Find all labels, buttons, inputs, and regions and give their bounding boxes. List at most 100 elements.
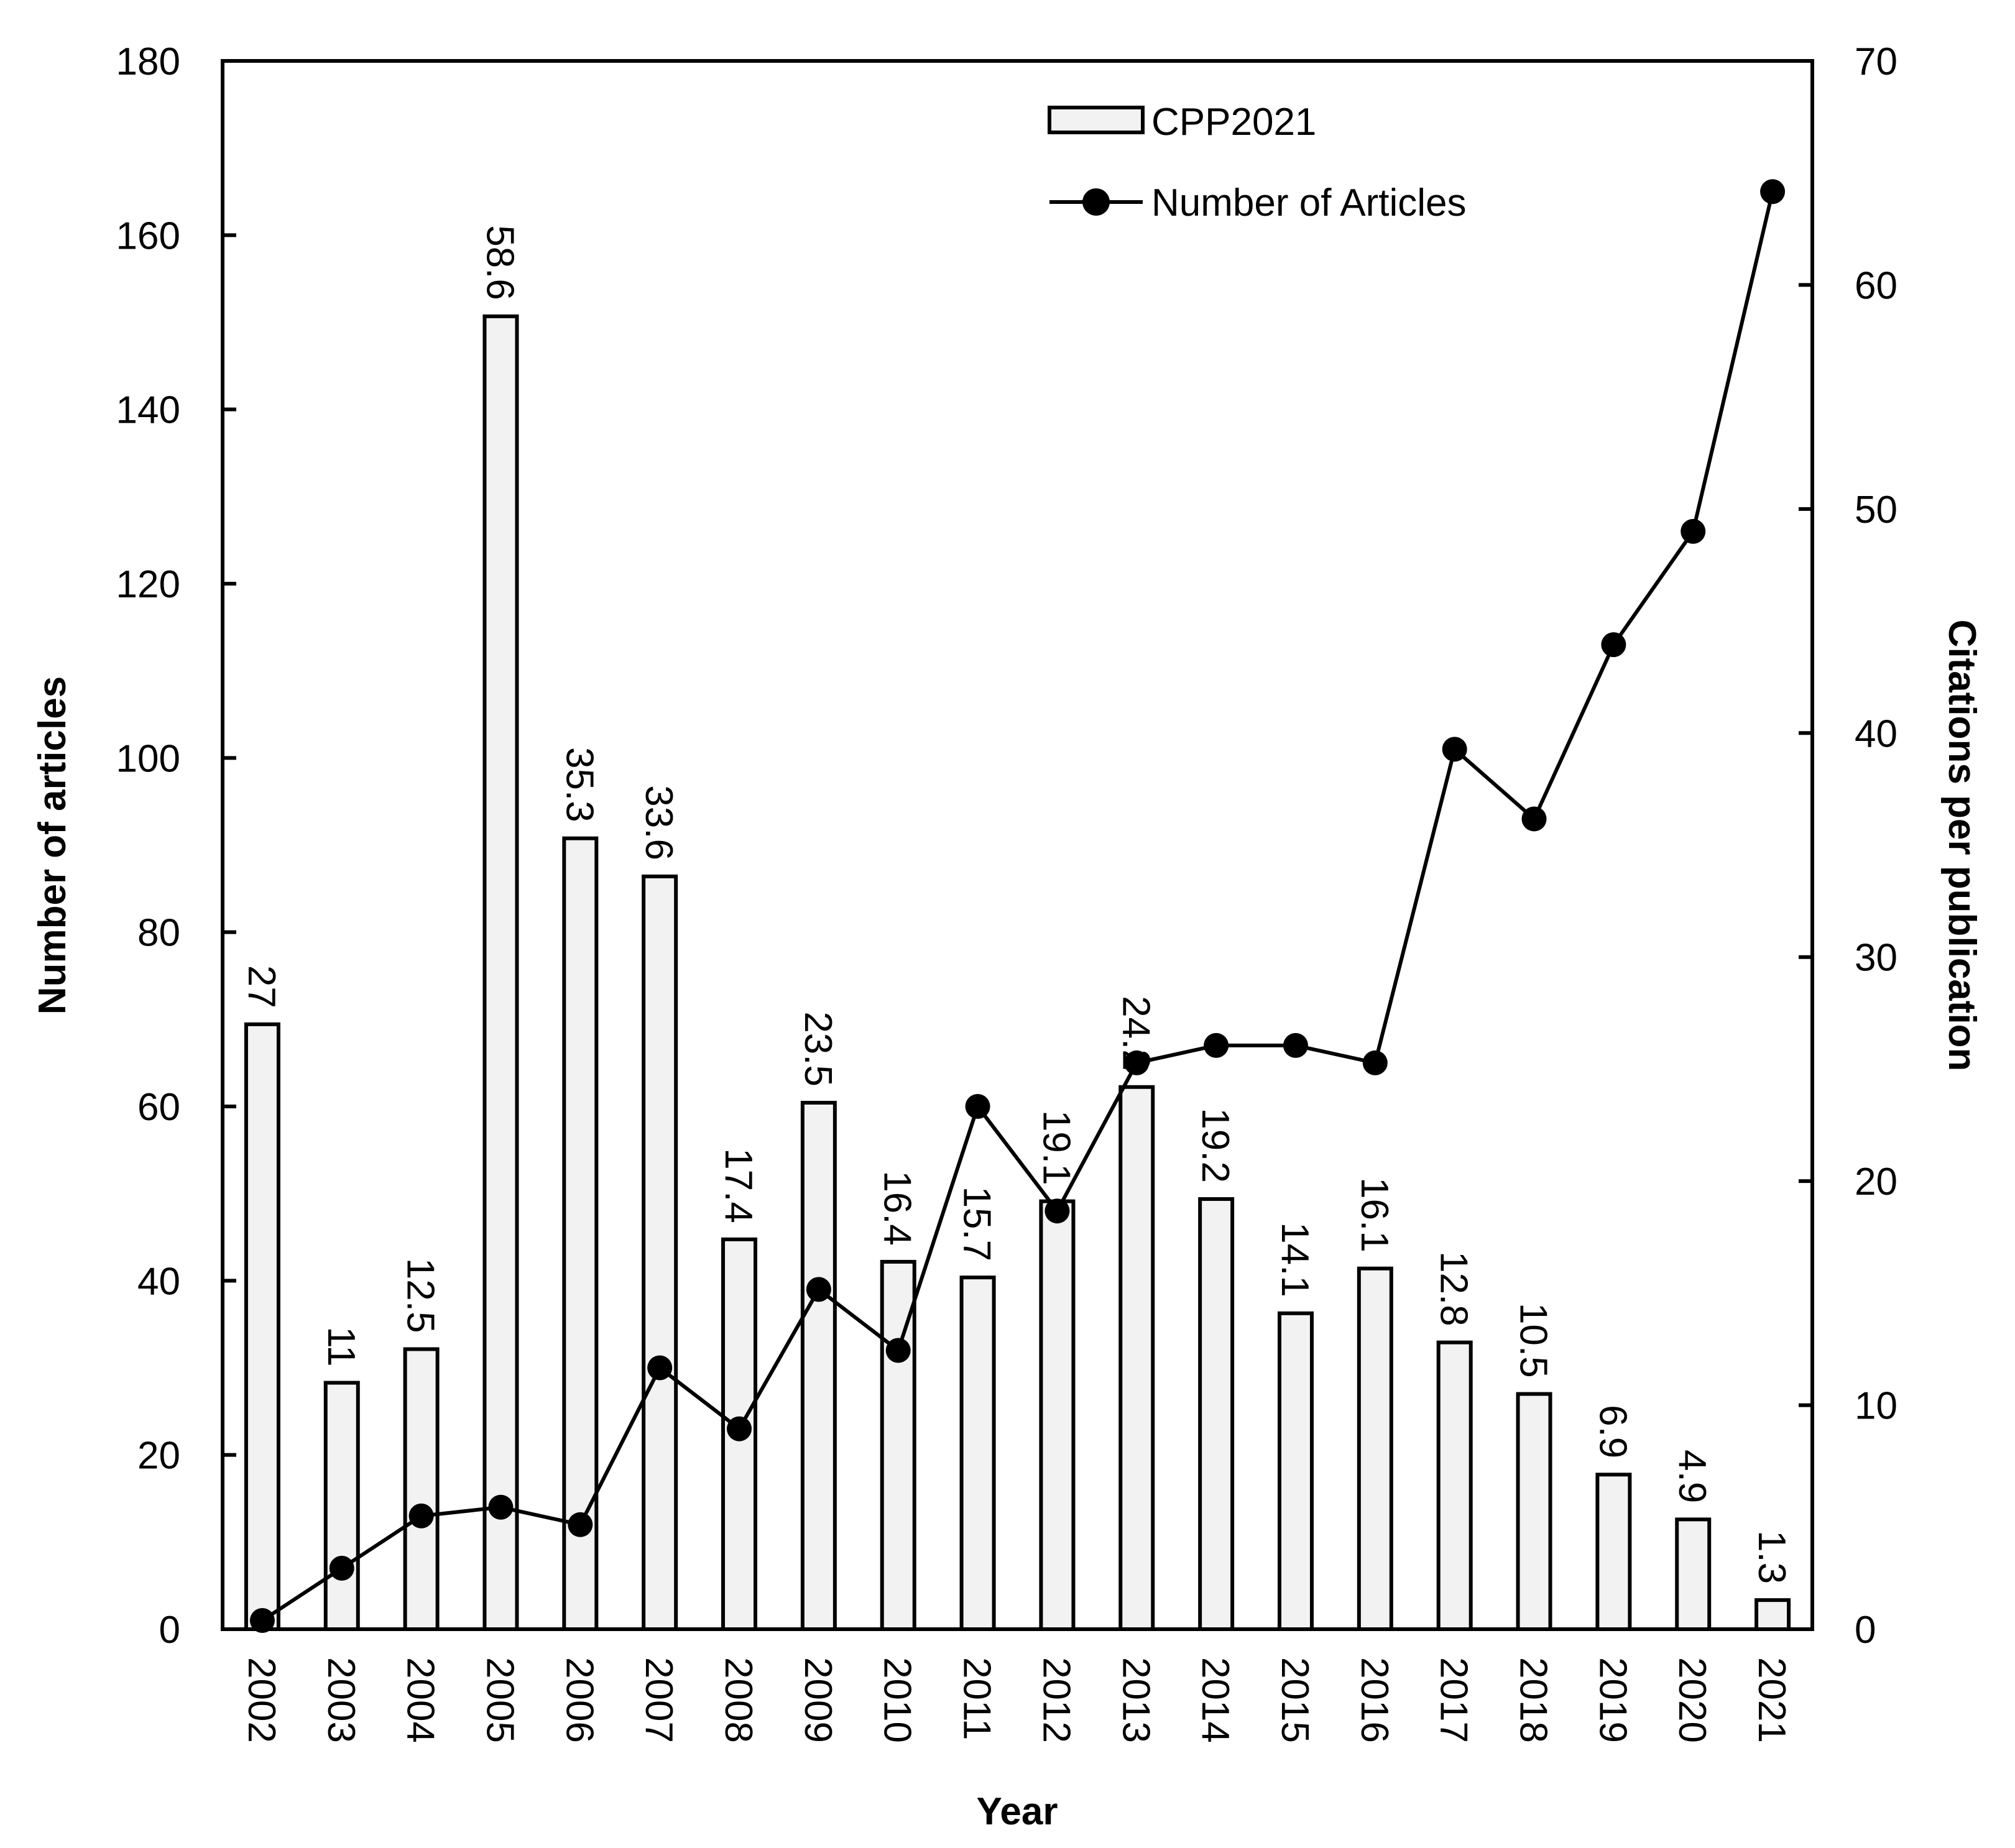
line-marker-circle-icon bbox=[647, 1355, 673, 1381]
x-tick-label: 2014 bbox=[1194, 1657, 1237, 1743]
bar bbox=[1595, 1473, 1632, 1631]
bar-value-label: 16.4 bbox=[876, 1170, 919, 1246]
bar bbox=[642, 874, 678, 1631]
line-marker-circle-icon bbox=[1204, 1032, 1229, 1058]
bar-value-label: 12.5 bbox=[399, 1258, 442, 1333]
left-tick-label: 0 bbox=[159, 1609, 180, 1652]
left-tick-label: 20 bbox=[137, 1435, 180, 1478]
plot-frame bbox=[221, 59, 1814, 1631]
legend-item-cpp2021: CPP2021 bbox=[1048, 101, 1316, 144]
x-tick-label: 2004 bbox=[399, 1657, 442, 1743]
x-tick-label: 2020 bbox=[1671, 1657, 1713, 1743]
x-tick-label: 2005 bbox=[478, 1657, 521, 1743]
x-tick-label: 2010 bbox=[876, 1657, 919, 1743]
right-tick-label: 70 bbox=[1855, 40, 1897, 83]
x-tick-label: 2002 bbox=[240, 1657, 283, 1743]
line-marker-circle-icon bbox=[488, 1494, 514, 1520]
left-y-axis-title: Number of articles bbox=[31, 676, 74, 1014]
left-tick-label: 180 bbox=[116, 40, 180, 83]
bar bbox=[1118, 1085, 1155, 1631]
x-tick-label: 2015 bbox=[1273, 1657, 1316, 1743]
left-tick-label: 100 bbox=[116, 737, 180, 780]
bar-value-label: 23.5 bbox=[796, 1011, 839, 1087]
legend-label-number-of-articles: Number of Articles bbox=[1151, 182, 1467, 224]
left-tick-label: 60 bbox=[137, 1086, 180, 1129]
legend-bar-swatch bbox=[1048, 106, 1145, 134]
bar bbox=[403, 1347, 440, 1632]
x-tick-label: 2019 bbox=[1591, 1657, 1634, 1743]
x-tick-label: 2009 bbox=[796, 1657, 839, 1743]
right-tick-label: 60 bbox=[1855, 264, 1897, 307]
bar bbox=[1675, 1517, 1712, 1631]
left-tick-label: 80 bbox=[137, 912, 180, 955]
legend-label-cpp2021: CPP2021 bbox=[1151, 101, 1316, 144]
right-tick-label: 30 bbox=[1855, 937, 1897, 980]
legend-item-number-of-articles: Number of Articles bbox=[1049, 182, 1467, 224]
x-tick-label: 2013 bbox=[1114, 1657, 1157, 1743]
left-tick-label: 40 bbox=[137, 1260, 180, 1303]
line-marker-circle-icon bbox=[1362, 1050, 1388, 1075]
line-marker-circle-icon bbox=[885, 1338, 911, 1363]
line-marker-circle-icon bbox=[1521, 806, 1547, 832]
bar-value-label: 15.7 bbox=[956, 1186, 998, 1261]
bar bbox=[482, 314, 519, 1631]
line-marker-circle-icon bbox=[1442, 737, 1467, 762]
bar-value-label: 12.8 bbox=[1432, 1251, 1475, 1326]
bar bbox=[1198, 1197, 1235, 1631]
left-tick-label: 160 bbox=[116, 214, 180, 257]
bar-value-label: 19.2 bbox=[1194, 1108, 1237, 1183]
x-axis: 2002 2003 2004 2005 2006 2007 2008 2009 2010 2011… bbox=[240, 1657, 1793, 1743]
x-tick-label: 2003 bbox=[320, 1657, 362, 1743]
right-tick-label: 10 bbox=[1855, 1385, 1897, 1428]
bar-value-label: 6.9 bbox=[1591, 1405, 1634, 1458]
line-marker-circle-icon bbox=[408, 1503, 434, 1529]
x-tick-label: 2007 bbox=[637, 1657, 680, 1743]
bar bbox=[244, 1022, 280, 1632]
line-marker-circle-icon bbox=[1283, 1032, 1308, 1058]
right-tick-label: 0 bbox=[1855, 1609, 1876, 1652]
line-marker-circle-icon bbox=[1601, 632, 1626, 658]
bar-value-label: 1.3 bbox=[1750, 1530, 1793, 1584]
line-marker-circle-icon bbox=[1124, 1050, 1150, 1075]
bar-value-label: 19.1 bbox=[1035, 1110, 1077, 1185]
x-tick-label: 2021 bbox=[1750, 1657, 1793, 1743]
line-marker-circle-icon bbox=[965, 1094, 990, 1119]
bar-value-label: 4.9 bbox=[1671, 1450, 1713, 1503]
bar-value-label: 11 bbox=[320, 1326, 362, 1366]
legend: CPP2021 Number of Articles bbox=[1048, 101, 1467, 224]
bar bbox=[1754, 1598, 1791, 1631]
bar-value-labels: 27 11 12.5 58.6 35.3 33.6 17.4 23.5 16.4 15.7 19.1… bbox=[240, 225, 1793, 1584]
left-y-axis: 0 20 40 60 80 100 120 140 160 180 bbox=[116, 40, 236, 1652]
bar-value-label: 35.3 bbox=[558, 747, 601, 822]
legend-marker-circle-icon bbox=[1082, 188, 1110, 216]
line-path bbox=[261, 191, 1774, 1622]
x-tick-label: 2012 bbox=[1035, 1657, 1077, 1743]
bar bbox=[1357, 1266, 1393, 1631]
bar-value-label: 14.1 bbox=[1273, 1222, 1316, 1297]
bar bbox=[323, 1381, 360, 1631]
bar bbox=[959, 1276, 996, 1632]
line-marker-circle-icon bbox=[1044, 1198, 1070, 1224]
right-tick-label: 40 bbox=[1855, 712, 1897, 755]
bar bbox=[562, 836, 599, 1631]
right-y-axis: 0 10 20 30 40 50 60 70 bbox=[1799, 40, 1897, 1652]
line-marker-circle-icon bbox=[727, 1416, 752, 1441]
left-tick-label: 140 bbox=[116, 389, 180, 432]
bar-value-label: 33.6 bbox=[637, 785, 680, 860]
bar-value-label: 10.5 bbox=[1512, 1303, 1555, 1378]
bar-value-label: 17.4 bbox=[717, 1148, 760, 1223]
bar bbox=[1516, 1392, 1552, 1632]
x-tick-label: 2008 bbox=[717, 1657, 760, 1743]
x-tick-label: 2016 bbox=[1353, 1657, 1396, 1743]
line-series-number-of-articles bbox=[249, 179, 1786, 1633]
left-tick-label: 120 bbox=[116, 563, 180, 606]
right-y-axis-title: Citations per publication bbox=[1940, 620, 1983, 1072]
line-marker-circle-icon bbox=[329, 1555, 354, 1581]
line-marker-circle-icon bbox=[1681, 518, 1706, 544]
bar-series-cpp2021 bbox=[244, 314, 1791, 1632]
x-axis-title: Year bbox=[976, 1790, 1058, 1833]
line-marker-circle-icon bbox=[249, 1607, 275, 1633]
line-marker-circle-icon bbox=[1760, 179, 1786, 205]
bar-value-label: 16.1 bbox=[1353, 1177, 1396, 1253]
